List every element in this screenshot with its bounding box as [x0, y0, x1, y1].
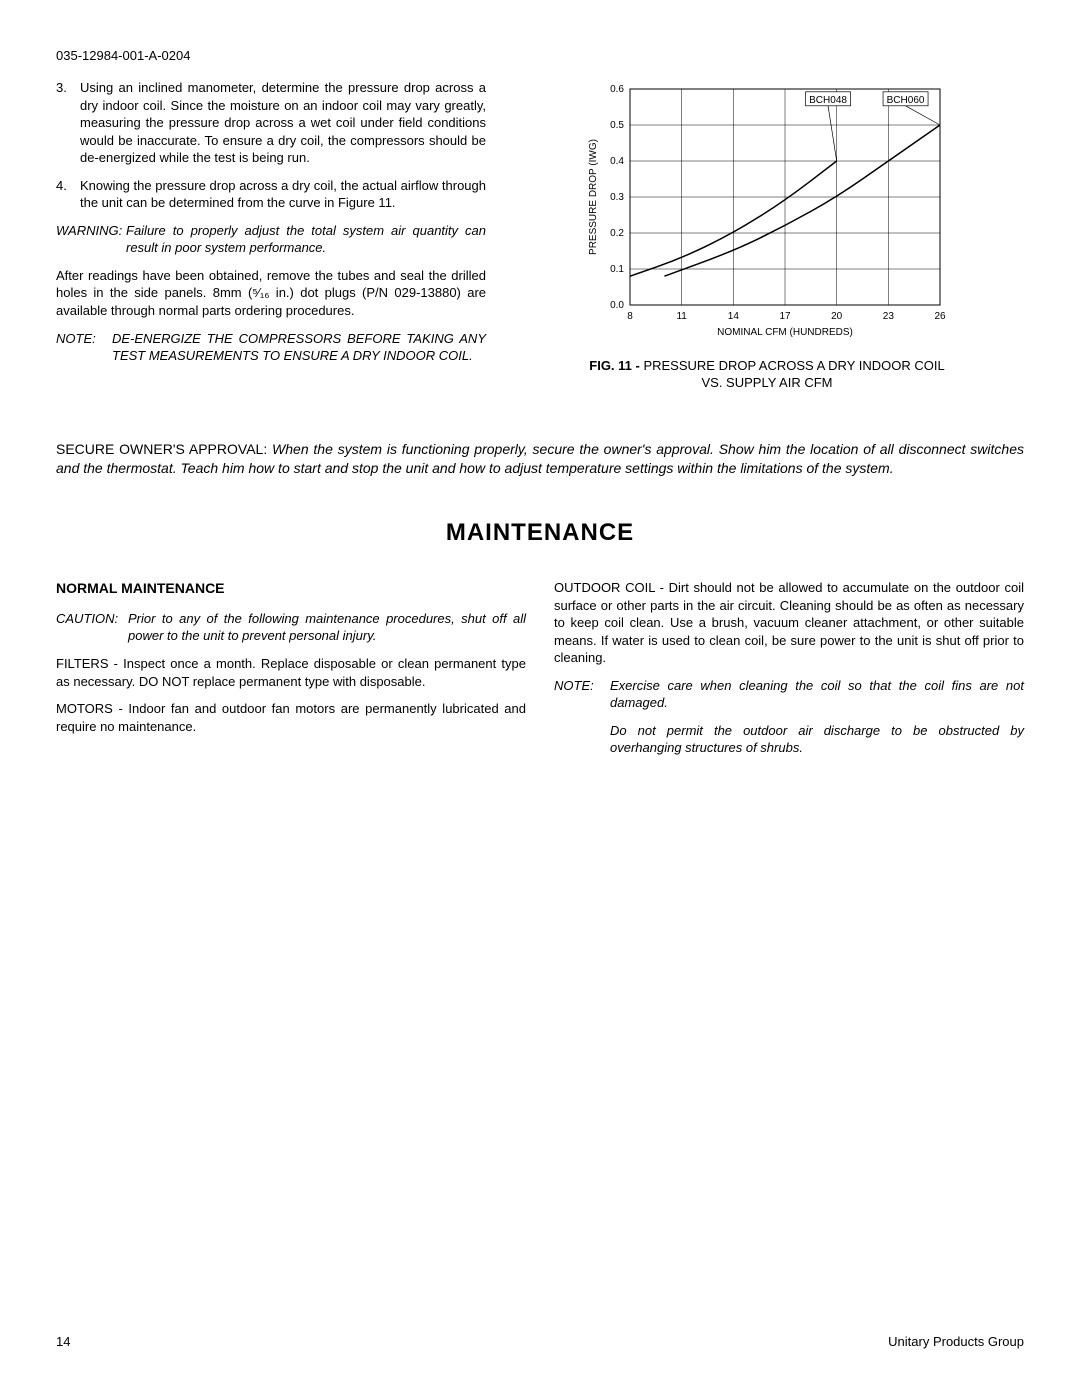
- caption-text: PRESSURE DROP ACROSS A DRY INDOOR COIL V…: [643, 358, 944, 390]
- note-label: NOTE:: [554, 677, 610, 712]
- pressure-drop-chart: 0.0 0.1 0.2 0.3 0.4 0.5 0.6 8 11 14 17 20 23 26 NOMINA…: [582, 79, 952, 349]
- caution-text: Prior to any of the following maintenanc…: [128, 610, 526, 645]
- list-number: 4.: [56, 177, 80, 212]
- outdoor-coil-paragraph: OUTDOOR COIL - Dirt should not be allowe…: [554, 579, 1024, 667]
- chart-column: 0.0 0.1 0.2 0.3 0.4 0.5 0.6 8 11 14 17 20 23 26 NOMINA…: [510, 79, 1024, 392]
- maintenance-right-column: OUTDOOR COIL - Dirt should not be allowe…: [554, 579, 1024, 767]
- list-text: Knowing the pressure drop across a dry c…: [80, 177, 486, 212]
- note-block: NOTE: DE-ENERGIZE THE COMPRESSORS BEFORE…: [56, 330, 486, 365]
- note-label: NOTE:: [56, 330, 112, 365]
- list-number: 3.: [56, 79, 80, 167]
- list-item-3: 3. Using an inclined manometer, determin…: [56, 79, 486, 167]
- top-section: 3. Using an inclined manometer, determin…: [56, 79, 1024, 392]
- after-readings-paragraph: After readings have been obtained, remov…: [56, 267, 486, 320]
- svg-text:NOMINAL CFM (HUNDREDS): NOMINAL CFM (HUNDREDS): [717, 327, 853, 338]
- svg-text:11: 11: [676, 311, 687, 322]
- motors-paragraph: MOTORS - Indoor fan and outdoor fan moto…: [56, 700, 526, 735]
- list-item-4: 4. Knowing the pressure drop across a dr…: [56, 177, 486, 212]
- caution-block: CAUTION: Prior to any of the following m…: [56, 610, 526, 645]
- svg-text:0.0: 0.0: [610, 300, 624, 311]
- maintenance-columns: NORMAL MAINTENANCE CAUTION: Prior to any…: [56, 579, 1024, 767]
- page-number: 14: [56, 1334, 70, 1349]
- warning-block: WARNING: Failure to properly adjust the …: [56, 222, 486, 257]
- warning-text: Failure to properly adjust the total sys…: [126, 222, 486, 257]
- maintenance-left-column: NORMAL MAINTENANCE CAUTION: Prior to any…: [56, 579, 526, 767]
- coil-note-block: NOTE: Exercise care when cleaning the co…: [554, 677, 1024, 712]
- svg-text:26: 26: [934, 311, 946, 322]
- discharge-paragraph: Do not permit the outdoor air discharge …: [610, 722, 1024, 757]
- footer-company: Unitary Products Group: [888, 1334, 1024, 1349]
- svg-text:0.6: 0.6: [610, 84, 624, 95]
- approval-label: SECURE OWNER'S APPROVAL:: [56, 441, 272, 457]
- svg-text:0.3: 0.3: [610, 192, 624, 203]
- approval-block: SECURE OWNER'S APPROVAL: When the system…: [56, 440, 1024, 479]
- svg-text:14: 14: [728, 311, 740, 322]
- chart-container: 0.0 0.1 0.2 0.3 0.4 0.5 0.6 8 11 14 17 20 23 26 NOMINA…: [582, 79, 952, 392]
- chart-caption: FIG. 11 - PRESSURE DROP ACROSS A DRY IND…: [582, 358, 952, 392]
- svg-text:0.2: 0.2: [610, 228, 624, 239]
- note-text: Exercise care when cleaning the coil so …: [610, 677, 1024, 712]
- svg-text:BCH048: BCH048: [809, 95, 847, 106]
- filters-paragraph: FILTERS - Inspect once a month. Replace …: [56, 655, 526, 690]
- maintenance-heading: MAINTENANCE: [56, 519, 1024, 547]
- svg-text:0.1: 0.1: [610, 264, 624, 275]
- note-text: DE-ENERGIZE THE COMPRESSORS BEFORE TAKIN…: [112, 330, 486, 365]
- document-id: 035-12984-001-A-0204: [56, 48, 1024, 63]
- caption-prefix: FIG. 11 -: [589, 358, 643, 373]
- normal-maintenance-heading: NORMAL MAINTENANCE: [56, 579, 526, 598]
- svg-text:0.5: 0.5: [610, 120, 624, 131]
- svg-text:17: 17: [779, 311, 791, 322]
- warning-label: WARNING:: [56, 222, 126, 257]
- svg-text:20: 20: [831, 311, 843, 322]
- caution-label: CAUTION:: [56, 610, 128, 645]
- svg-text:0.4: 0.4: [610, 156, 624, 167]
- list-text: Using an inclined manometer, determine t…: [80, 79, 486, 167]
- svg-text:BCH060: BCH060: [887, 95, 925, 106]
- svg-text:8: 8: [627, 311, 633, 322]
- svg-text:23: 23: [883, 311, 895, 322]
- left-text-column: 3. Using an inclined manometer, determin…: [56, 79, 486, 392]
- svg-text:PRESSURE DROP (IWG): PRESSURE DROP (IWG): [588, 139, 599, 255]
